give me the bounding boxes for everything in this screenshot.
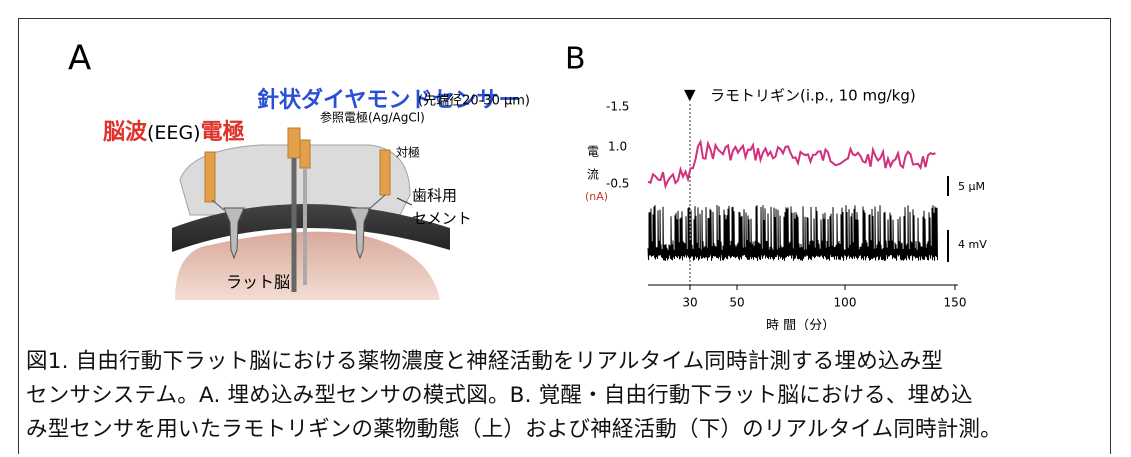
x-tick-label: 100	[834, 296, 857, 310]
sensor-note: (先端径20-30 µm)	[418, 94, 530, 109]
x-tick-label: 30	[682, 296, 697, 310]
y-tick-label: -1.5	[606, 100, 629, 114]
scale-label: 5 µM	[958, 180, 985, 193]
eeg-trace	[648, 205, 938, 261]
figure: A 針状ダイヤモンドセンサー (先端径20-30 µm) 脳波(EEG)電極 参…	[0, 0, 1131, 330]
y-tick-label: 1.0	[608, 140, 627, 154]
x-tick-label: 150	[944, 296, 967, 310]
panel-letter: B	[565, 42, 586, 77]
page: A 針状ダイヤモンドセンサー (先端径20-30 µm) 脳波(EEG)電極 参…	[0, 0, 1131, 457]
x-tick-label: 50	[729, 296, 744, 310]
caption-line: み型センサを用いたラモトリギンの薬物動態（上）および神経活動（下）のリアルタイム…	[26, 412, 1002, 443]
eeg-label: 脳波(EEG)電極	[103, 119, 245, 145]
y-label: (nA)	[585, 190, 608, 203]
cement-label: セメント	[412, 210, 472, 228]
caption-line: センサシステム。A. 埋め込み型センサの模式図。B. 覚醒・自由行動下ラット脳に…	[26, 378, 973, 409]
panel-letter: A	[68, 39, 91, 79]
drug-label: ラモトリギン(i.p., 10 mg/kg)	[710, 87, 916, 105]
brain	[175, 232, 440, 300]
y-label: 流	[587, 168, 599, 182]
brain-label: ラット脳	[226, 273, 290, 292]
concentration-trace	[648, 142, 936, 186]
y-label: 電	[587, 145, 599, 159]
x-label: 時 間（分）	[766, 319, 835, 331]
scale-label: 4 mV	[958, 238, 987, 251]
y-tick-label: -0.5	[606, 177, 629, 191]
cement-label: 歯科用	[412, 187, 457, 205]
counter-label: 対極	[396, 145, 420, 160]
reference-label: 参照電極(Ag/AgCl)	[320, 110, 425, 125]
injection-marker: ▼	[684, 86, 696, 104]
caption-line: 図1. 自由行動下ラット脳における薬物濃度と神経活動をリアルタイム同時計測する埋…	[26, 344, 943, 375]
